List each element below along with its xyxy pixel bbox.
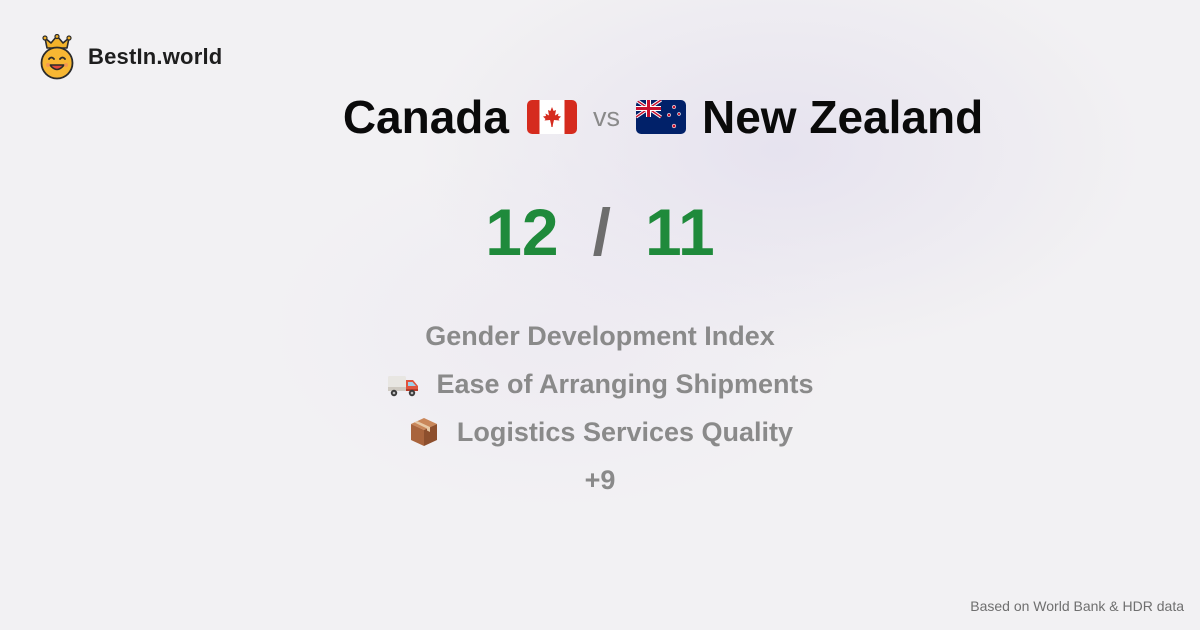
- score-row: 12 / 11: [0, 190, 1200, 274]
- right-score: 11: [644, 195, 715, 269]
- metric-item[interactable]: Gender Development Index: [0, 312, 1200, 360]
- crowned-smiley-icon: [40, 34, 74, 80]
- canada-flag-icon: [526, 100, 577, 134]
- vs-label: vs: [592, 101, 620, 132]
- new-zealand-flag-icon: [635, 100, 686, 134]
- metrics-list: Gender Development Index Ease of Arrangi…: [0, 312, 1200, 504]
- delivery-truck-icon: [388, 376, 419, 397]
- score-separator: /: [592, 195, 611, 269]
- metric-label: Ease of Arranging Shipments: [436, 368, 814, 399]
- metric-item[interactable]: Ease of Arranging Shipments: [0, 360, 1200, 408]
- right-country-name[interactable]: New Zealand: [701, 91, 984, 143]
- metric-item[interactable]: Logistics Services Quality: [0, 408, 1200, 456]
- data-source-note: Based on World Bank & HDR data: [970, 598, 1184, 614]
- more-metrics-count[interactable]: +9: [0, 456, 1200, 504]
- left-score: 12: [485, 195, 559, 269]
- left-country-name[interactable]: Canada: [342, 91, 509, 143]
- package-box-icon: [410, 418, 437, 446]
- metric-label: Gender Development Index: [425, 320, 775, 351]
- comparison-title: Canada vs New Zealand: [0, 84, 1200, 150]
- brand-name: BestIn.world: [88, 44, 223, 69]
- brand[interactable]: BestIn.world: [38, 34, 222, 80]
- more-count-label: +9: [584, 464, 616, 495]
- metric-label: Logistics Services Quality: [456, 416, 794, 447]
